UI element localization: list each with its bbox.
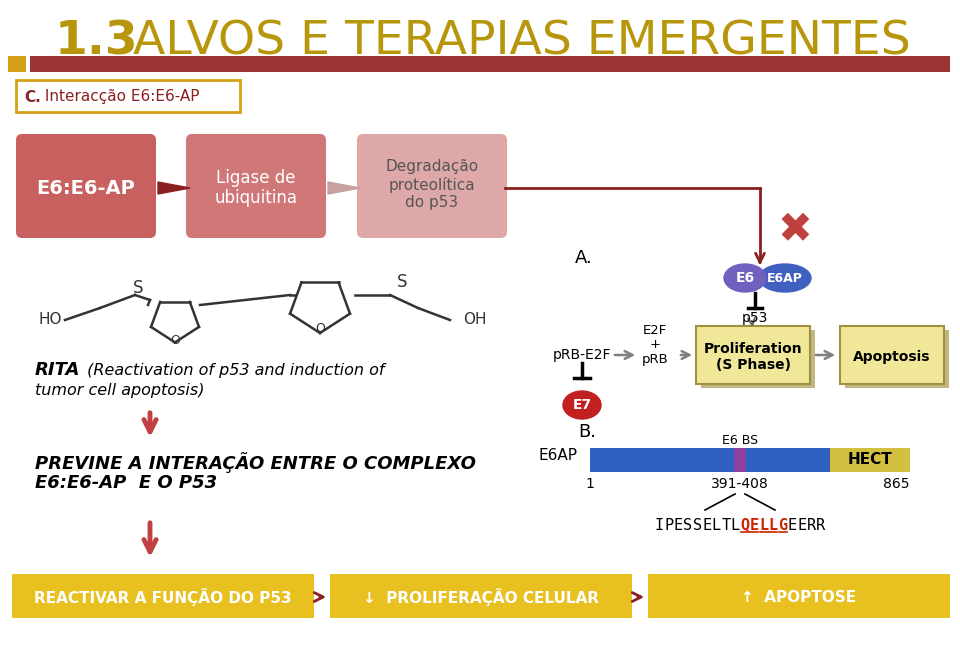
Text: PREVINE A INTERAÇÃO ENTRE O COMPLEXO: PREVINE A INTERAÇÃO ENTRE O COMPLEXO bbox=[35, 453, 476, 474]
Text: I: I bbox=[655, 518, 663, 533]
Bar bbox=[12, 574, 314, 618]
Polygon shape bbox=[328, 182, 360, 194]
Ellipse shape bbox=[759, 264, 811, 292]
Text: P: P bbox=[664, 518, 673, 533]
Text: REACTIVAR A FUNÇÃO DO P53: REACTIVAR A FUNÇÃO DO P53 bbox=[35, 588, 292, 606]
Ellipse shape bbox=[724, 264, 766, 292]
Text: B.: B. bbox=[578, 423, 596, 441]
Text: E6AP: E6AP bbox=[767, 272, 803, 285]
Text: p53: p53 bbox=[742, 311, 768, 325]
Bar bbox=[30, 56, 950, 72]
Text: E: E bbox=[797, 518, 806, 533]
Text: E6:E6-AP  E O P53: E6:E6-AP E O P53 bbox=[35, 474, 217, 492]
Text: T: T bbox=[721, 518, 731, 533]
Text: ↑  APOPTOSE: ↑ APOPTOSE bbox=[741, 590, 856, 604]
Bar bbox=[648, 574, 950, 618]
Text: E: E bbox=[702, 518, 711, 533]
Text: Apoptosis: Apoptosis bbox=[853, 350, 931, 364]
Bar bbox=[734, 448, 746, 472]
Text: HO: HO bbox=[38, 312, 61, 327]
Text: E7: E7 bbox=[572, 398, 591, 412]
Ellipse shape bbox=[563, 391, 601, 419]
Bar bbox=[590, 448, 910, 472]
Text: 391-408: 391-408 bbox=[711, 477, 769, 491]
Bar bbox=[8, 56, 26, 72]
Text: E6: E6 bbox=[735, 271, 755, 285]
Text: ALVOS E TERAPIAS EMERGENTES: ALVOS E TERAPIAS EMERGENTES bbox=[118, 20, 911, 64]
Text: S: S bbox=[132, 279, 143, 297]
FancyBboxPatch shape bbox=[845, 330, 949, 388]
Text: L: L bbox=[711, 518, 721, 533]
Text: Interacção E6:E6-AP: Interacção E6:E6-AP bbox=[40, 89, 200, 104]
FancyBboxPatch shape bbox=[186, 134, 326, 238]
FancyBboxPatch shape bbox=[16, 134, 156, 238]
Text: L: L bbox=[769, 518, 778, 533]
Text: tumor cell apoptosis): tumor cell apoptosis) bbox=[35, 382, 204, 398]
Polygon shape bbox=[158, 182, 190, 194]
Text: E6AP: E6AP bbox=[539, 449, 578, 464]
Text: S: S bbox=[684, 518, 692, 533]
FancyBboxPatch shape bbox=[840, 326, 944, 384]
Text: ↓  PROLIFERAÇÃO CELULAR: ↓ PROLIFERAÇÃO CELULAR bbox=[363, 588, 599, 606]
Text: E: E bbox=[788, 518, 797, 533]
Text: S: S bbox=[396, 273, 407, 291]
Text: O: O bbox=[170, 333, 180, 346]
Text: HECT: HECT bbox=[848, 453, 893, 468]
Text: 865: 865 bbox=[883, 477, 910, 491]
Text: Ligase de
ubiquitina: Ligase de ubiquitina bbox=[214, 169, 298, 207]
Text: OH: OH bbox=[464, 312, 487, 327]
Text: Proliferation
(S Phase): Proliferation (S Phase) bbox=[704, 342, 803, 372]
Text: E: E bbox=[674, 518, 683, 533]
FancyBboxPatch shape bbox=[696, 326, 810, 384]
Text: R: R bbox=[816, 518, 826, 533]
FancyBboxPatch shape bbox=[16, 80, 240, 112]
Text: C.: C. bbox=[24, 89, 40, 104]
Text: A.: A. bbox=[575, 249, 592, 267]
Text: E6:E6-AP: E6:E6-AP bbox=[36, 178, 135, 197]
Text: (Reactivation of p53 and induction of: (Reactivation of p53 and induction of bbox=[82, 363, 385, 377]
Text: RITA: RITA bbox=[35, 361, 81, 379]
Text: L: L bbox=[759, 518, 768, 533]
Text: pRB-E2F: pRB-E2F bbox=[553, 348, 612, 362]
Text: G: G bbox=[779, 518, 787, 533]
Text: R: R bbox=[806, 518, 816, 533]
Text: E: E bbox=[750, 518, 758, 533]
Bar bbox=[330, 574, 632, 618]
Text: 1: 1 bbox=[586, 477, 594, 491]
Text: E2F
+
pRB: E2F + pRB bbox=[641, 323, 668, 367]
Text: O: O bbox=[315, 321, 324, 335]
FancyBboxPatch shape bbox=[357, 134, 507, 238]
Text: S: S bbox=[693, 518, 702, 533]
Text: L: L bbox=[731, 518, 740, 533]
Text: E6 BS: E6 BS bbox=[722, 434, 758, 447]
Bar bbox=[830, 448, 910, 472]
Text: Q: Q bbox=[740, 518, 750, 533]
Text: ✖: ✖ bbox=[778, 209, 812, 251]
FancyBboxPatch shape bbox=[701, 330, 815, 388]
Text: Degradação
proteolítica
do p53: Degradação proteolítica do p53 bbox=[385, 159, 479, 211]
Text: 1.3: 1.3 bbox=[55, 20, 138, 64]
